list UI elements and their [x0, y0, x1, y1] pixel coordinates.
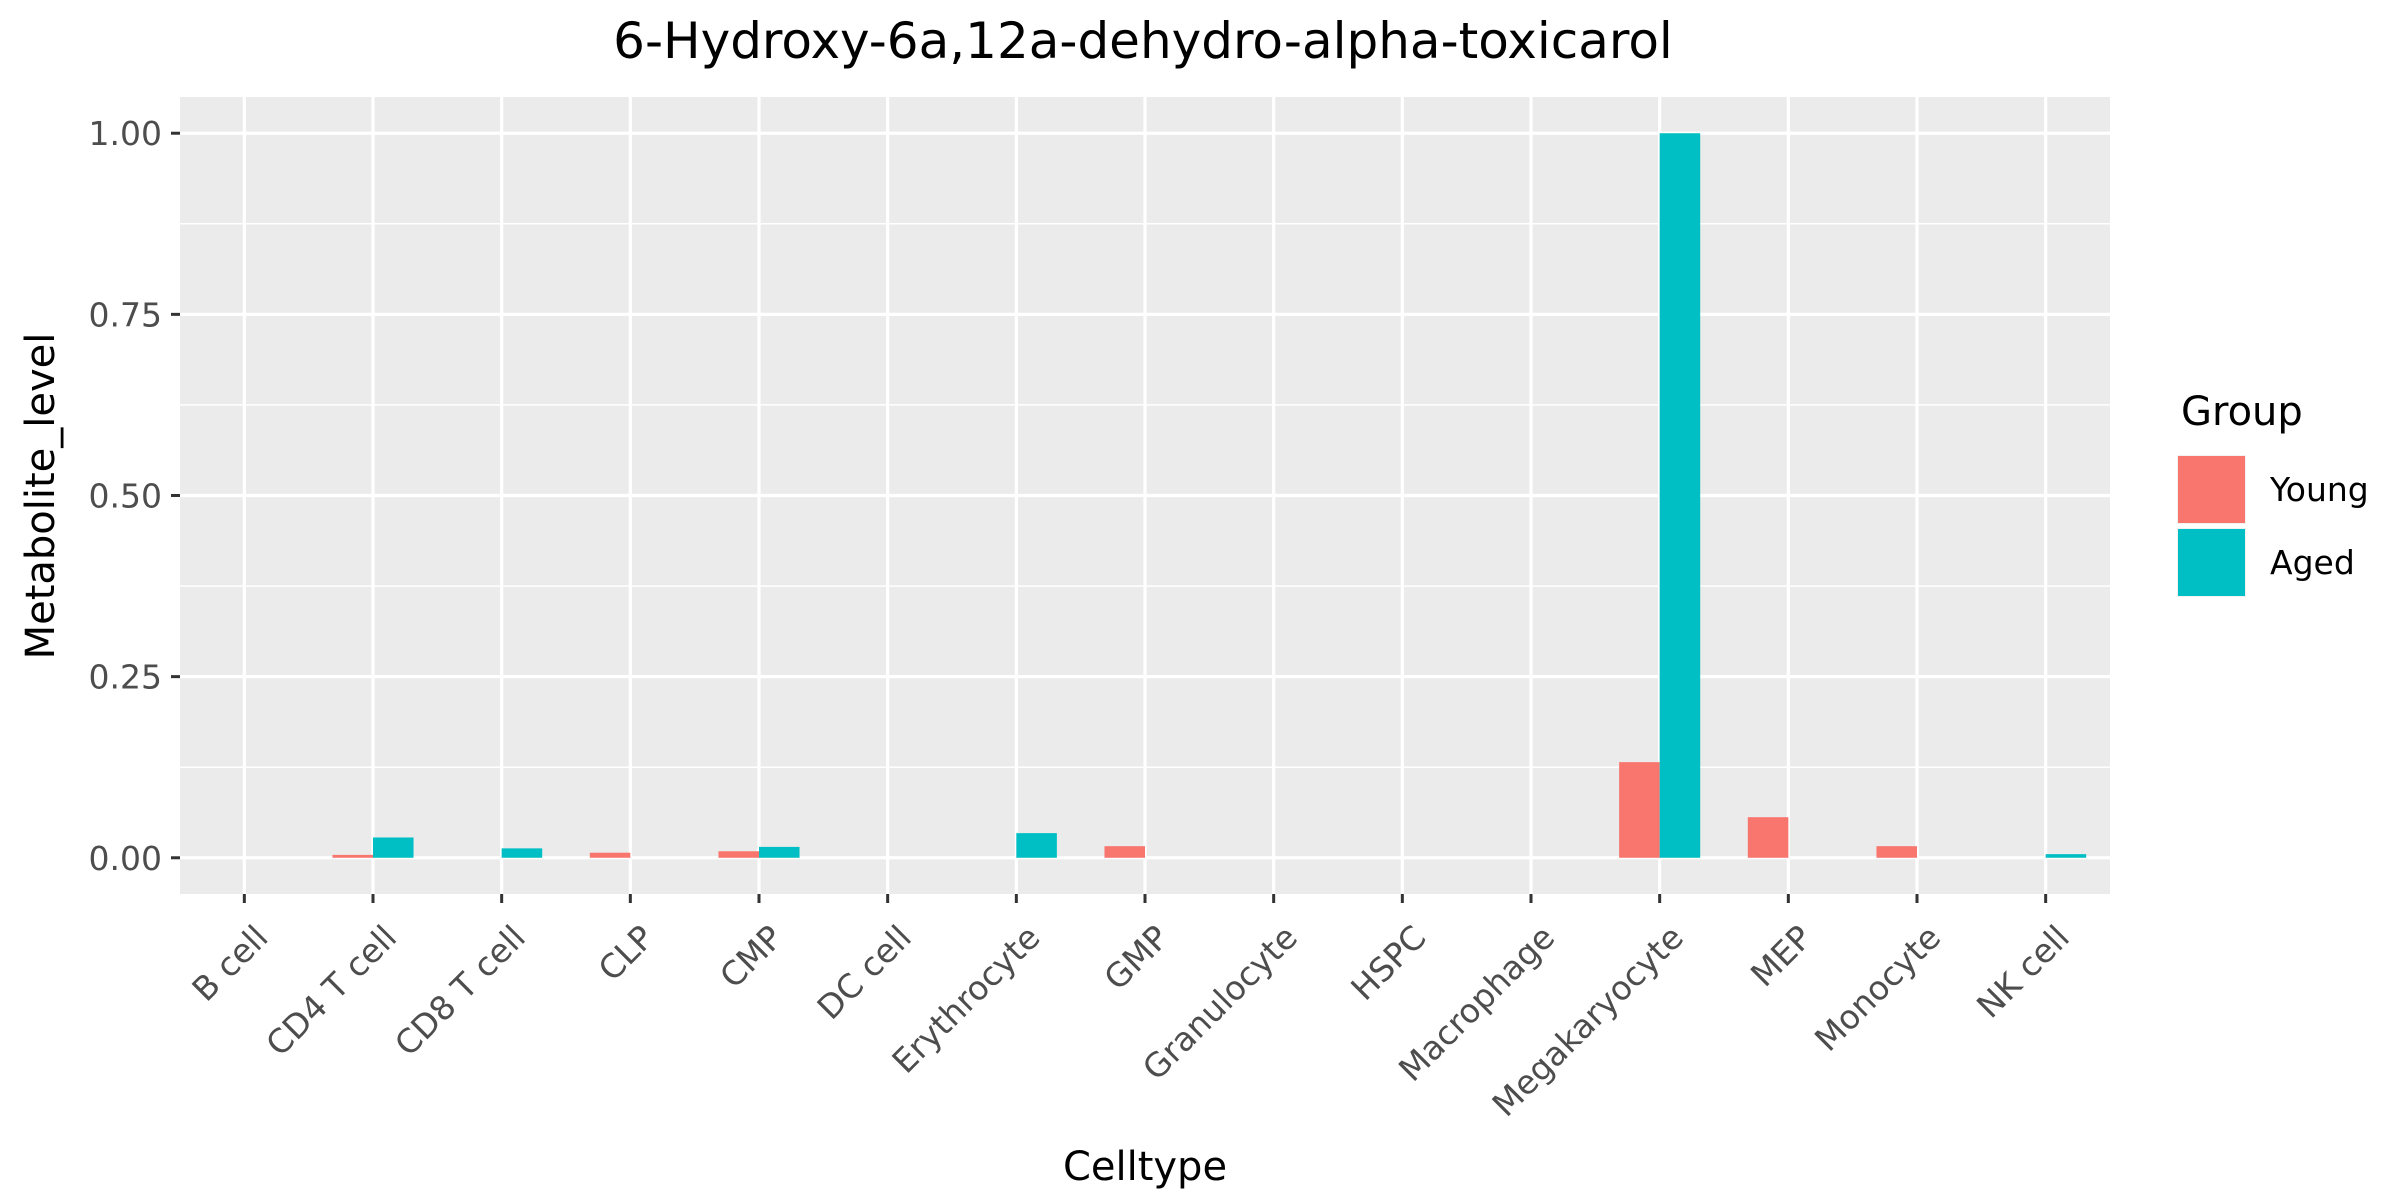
bar-aged-11	[1659, 133, 1701, 858]
chart-title: 6-Hydroxy-6a,12a-dehydro-alpha-toxicarol	[613, 12, 1673, 70]
major-grid	[180, 97, 2110, 894]
x-tick-label: MEP	[1743, 918, 1820, 995]
legend-label-aged: Aged	[2270, 543, 2355, 582]
y-tick-label: 1.00	[89, 114, 162, 153]
bar-young-1	[332, 854, 373, 858]
legend-label-young: Young	[2269, 470, 2369, 509]
x-tick-label: Monocyte	[1807, 918, 1948, 1059]
x-tick-label: HSPC	[1343, 918, 1433, 1008]
y-tick-label: 0.75	[89, 295, 162, 334]
x-axis-title: Celltype	[1063, 1144, 1227, 1190]
y-axis: 0.00 0.25 0.50 0.75 1.00	[89, 114, 180, 878]
x-tick-label: CLP	[591, 918, 662, 989]
x-tick-label: GMP	[1096, 918, 1176, 998]
y-tick-label: 0.50	[89, 477, 162, 516]
bar-aged-14	[2045, 854, 2087, 858]
y-tick-label: 0.25	[89, 658, 162, 697]
legend-key-aged	[2178, 529, 2245, 596]
bar-young-7	[1104, 846, 1145, 858]
bar-young-12	[1747, 817, 1789, 858]
x-tick-label: DC cell	[809, 918, 918, 1027]
x-tick-label: CD8 T cell	[387, 918, 533, 1064]
bar-young-4	[718, 851, 759, 858]
bar-aged-1	[373, 837, 414, 858]
x-tick-label: NK cell	[1969, 918, 2077, 1026]
bar-aged-2	[501, 848, 543, 858]
x-tick-label: CD4 T cell	[258, 918, 404, 1064]
legend-title: Group	[2181, 389, 2303, 435]
bar-aged-6	[1016, 833, 1057, 858]
bar-young-3	[589, 852, 631, 858]
x-tick-label: B cell	[184, 918, 275, 1009]
bar-aged-4	[759, 846, 800, 858]
y-tick-label: 0.00	[89, 839, 162, 878]
x-tick-label: CMP	[712, 918, 790, 996]
legend: Group Young Aged	[2177, 389, 2369, 597]
y-axis-title: Metabolite_level	[18, 333, 64, 660]
legend-key-young	[2178, 456, 2245, 523]
bars-layer	[332, 133, 2087, 858]
bar-young-13	[1876, 846, 1917, 858]
bar-young-11	[1619, 762, 1660, 858]
